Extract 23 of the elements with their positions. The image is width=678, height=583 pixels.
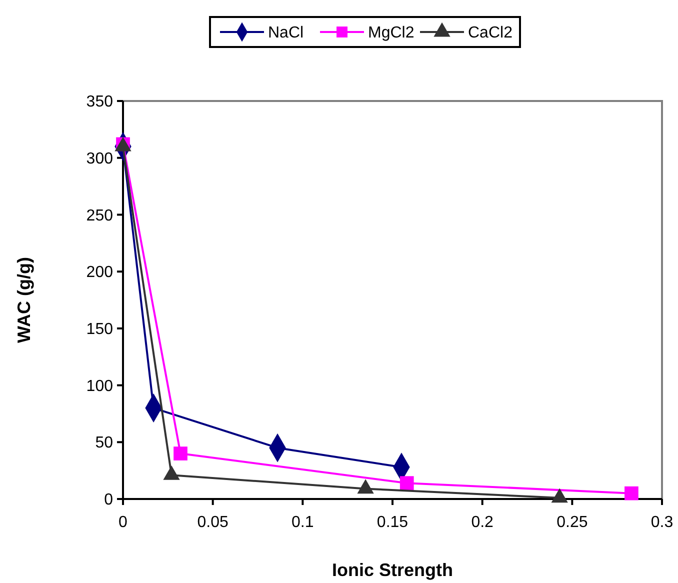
legend-label: NaCl — [268, 24, 304, 42]
y-tick-label: 100 — [86, 378, 114, 395]
y-tick-label: 0 — [104, 492, 114, 509]
point — [624, 486, 638, 500]
point — [400, 476, 414, 490]
y-tick-label: 350 — [86, 94, 114, 111]
legend-label: MgCl2 — [368, 24, 414, 42]
x-tick-label: 0.15 — [376, 514, 408, 531]
x-tick-label: 0 — [118, 514, 128, 531]
x-tick-label: 0.3 — [650, 514, 674, 531]
y-tick-label: 150 — [86, 321, 114, 338]
x-tick-label: 0.05 — [197, 514, 229, 531]
point — [174, 446, 188, 460]
y-tick-label: 200 — [86, 264, 114, 282]
x-tick-label: 0.2 — [471, 514, 494, 531]
x-tick-label: 0.1 — [292, 514, 314, 531]
x-tick-label: 0.25 — [556, 514, 588, 531]
y-axis-title: WAC (g/g) — [14, 257, 34, 343]
x-axis-title: Ionic Strength — [332, 560, 453, 580]
y-tick-label: 300 — [86, 150, 114, 168]
y-tick-label: 50 — [95, 434, 114, 452]
legend-label: CaCl2 — [468, 24, 513, 42]
y-tick-label: 250 — [86, 207, 114, 224]
